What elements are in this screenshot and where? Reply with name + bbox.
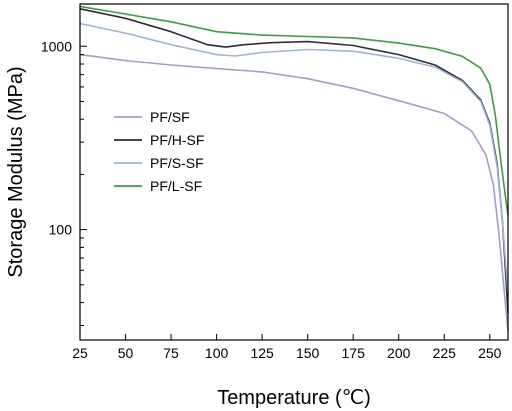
series-line-2 — [79, 22, 509, 294]
x-tick-label: 100 — [205, 345, 229, 361]
x-tick-label: 125 — [250, 345, 274, 361]
x-tick-label: 50 — [118, 345, 134, 361]
legend-label-1: PF/H-SF — [150, 132, 204, 148]
x-tick-label: 150 — [296, 345, 320, 361]
x-tick-label: 250 — [478, 345, 502, 361]
x-tick-label: 200 — [387, 345, 411, 361]
legend-label-2: PF/S-SF — [150, 155, 204, 171]
series-layer — [79, 5, 509, 332]
legend: PF/SF PF/H-SF PF/S-SF PF/L-SF — [114, 109, 204, 194]
x-tick-label: 175 — [342, 345, 366, 361]
legend-label-3: PF/L-SF — [150, 178, 202, 194]
series-line-0 — [79, 53, 509, 332]
y-tick-label: 100 — [49, 222, 73, 238]
x-axis-title: Temperature (℃) — [217, 387, 371, 409]
series-line-3 — [79, 5, 509, 216]
x-tick-label: 25 — [72, 345, 88, 361]
y-tick-label: 1000 — [41, 38, 72, 54]
x-tick-label: 225 — [433, 345, 457, 361]
plot-frame — [79, 3, 509, 341]
legend-label-0: PF/SF — [150, 109, 190, 125]
x-tick-label: 75 — [163, 345, 179, 361]
y-axis-title: Storage Modulus (MPa) — [5, 66, 27, 277]
axes-layer: 25 50 75 100 125 150 175 200 225 250 100 1000 — [41, 38, 502, 361]
